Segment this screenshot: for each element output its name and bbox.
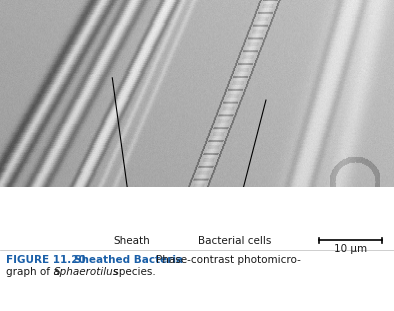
Text: Sheath: Sheath <box>113 236 151 246</box>
Text: Bacterial cells: Bacterial cells <box>198 236 271 246</box>
Text: 10 μm: 10 μm <box>334 244 367 254</box>
Text: Phase-contrast photomicro-: Phase-contrast photomicro- <box>156 255 301 265</box>
Text: FIGURE 11.20: FIGURE 11.20 <box>6 255 93 265</box>
Text: Sphaerotilus: Sphaerotilus <box>54 267 119 277</box>
Text: graph of a: graph of a <box>6 267 63 277</box>
Text: Sheathed Bacteria: Sheathed Bacteria <box>74 255 190 265</box>
Text: species.: species. <box>110 267 156 277</box>
